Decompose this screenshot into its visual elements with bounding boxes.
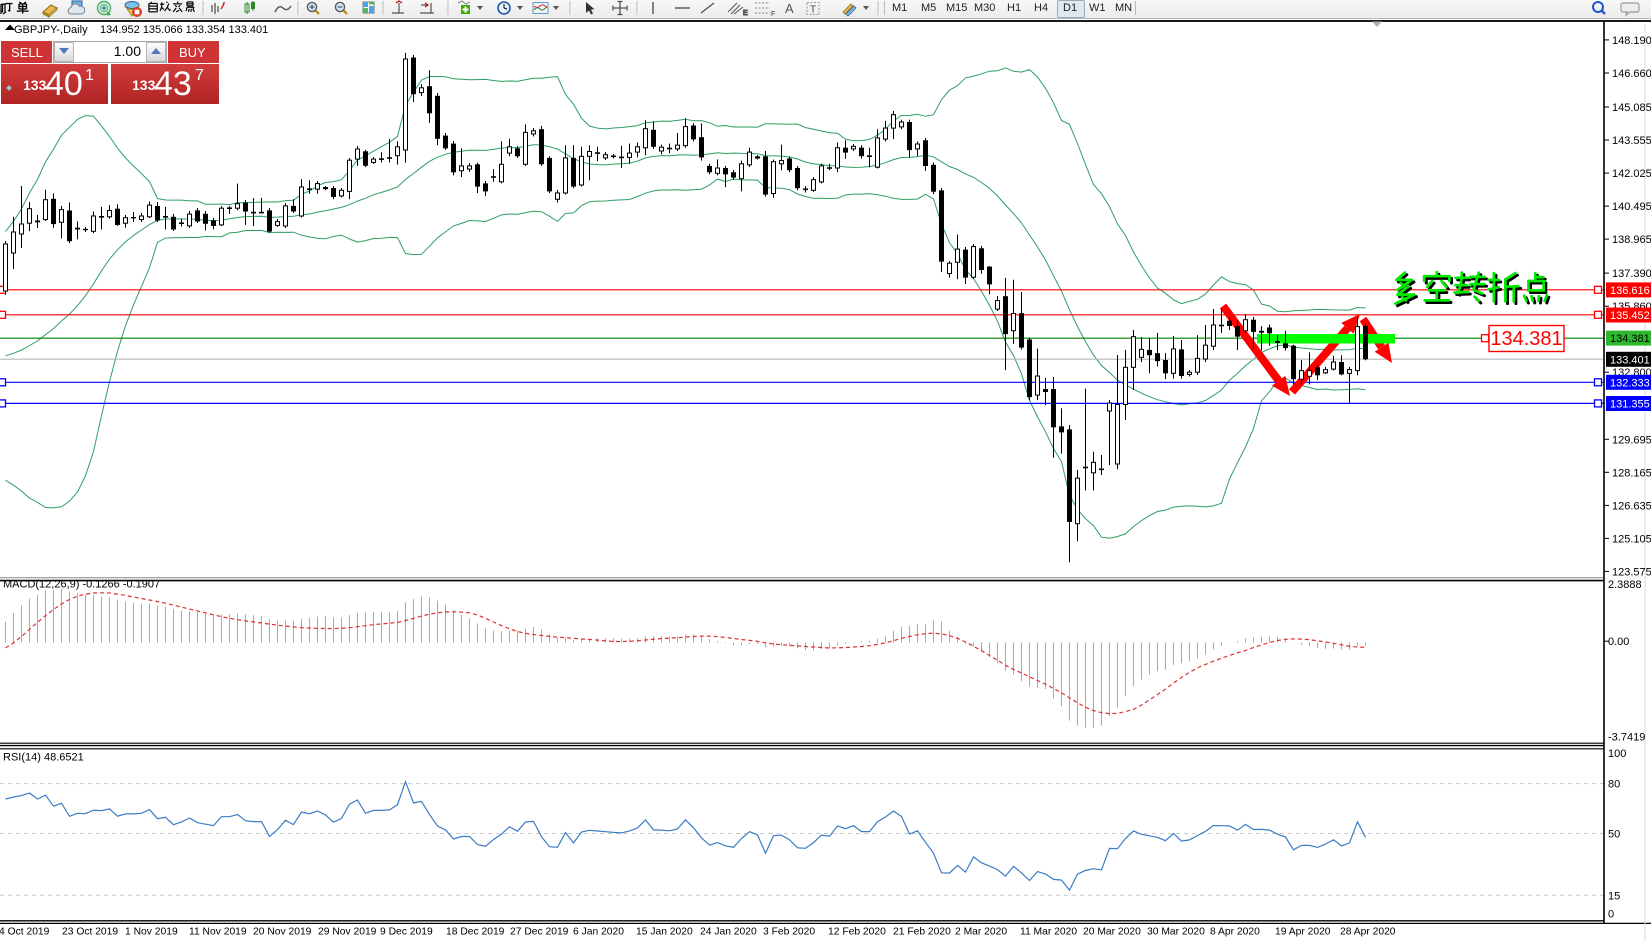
- svg-text:128.165: 128.165: [1612, 467, 1651, 479]
- svg-text:23 Oct 2019: 23 Oct 2019: [62, 927, 118, 938]
- svg-text:137.390: 137.390: [1612, 268, 1651, 280]
- svg-text:136.616: 136.616: [1610, 285, 1650, 297]
- svg-text:131.355: 131.355: [1610, 398, 1650, 410]
- svg-text:0: 0: [1608, 909, 1614, 921]
- svg-text:132.333: 132.333: [1610, 377, 1650, 389]
- svg-text:15 Jan 2020: 15 Jan 2020: [636, 927, 693, 938]
- svg-text:-3.7419: -3.7419: [1608, 732, 1645, 744]
- svg-text:11 Nov 2019: 11 Nov 2019: [189, 927, 247, 938]
- svg-text:50: 50: [1608, 829, 1620, 841]
- svg-text:12 Feb 2020: 12 Feb 2020: [828, 927, 886, 938]
- svg-text:145.085: 145.085: [1612, 102, 1651, 114]
- svg-text:2 Mar 2020: 2 Mar 2020: [955, 927, 1007, 938]
- svg-text:F: F: [771, 11, 775, 18]
- svg-text:100: 100: [1608, 748, 1626, 760]
- svg-text:9 Dec 2019: 9 Dec 2019: [380, 927, 433, 938]
- svg-text:148.190: 148.190: [1612, 35, 1651, 47]
- svg-text:123.575: 123.575: [1612, 566, 1651, 578]
- svg-text:2.3888: 2.3888: [1608, 579, 1642, 591]
- svg-text:129.695: 129.695: [1612, 434, 1651, 446]
- svg-text:E: E: [743, 10, 748, 17]
- svg-text:GBPJPY-,Daily: GBPJPY-,Daily: [14, 24, 88, 36]
- svg-text:8 Apr 2020: 8 Apr 2020: [1210, 927, 1260, 938]
- svg-text:11 Mar 2020: 11 Mar 2020: [1020, 927, 1077, 938]
- svg-text:146.660: 146.660: [1612, 68, 1651, 80]
- svg-text:28 Apr 2020: 28 Apr 2020: [1340, 927, 1396, 938]
- svg-text:126.635: 126.635: [1612, 500, 1651, 512]
- svg-text:20 Mar 2020: 20 Mar 2020: [1083, 927, 1141, 938]
- svg-text:80: 80: [1608, 779, 1620, 791]
- svg-text:0.00: 0.00: [1608, 636, 1629, 648]
- svg-text:134.381: 134.381: [1610, 333, 1650, 345]
- svg-text:4 Oct 2019: 4 Oct 2019: [0, 927, 50, 938]
- svg-text:6 Jan 2020: 6 Jan 2020: [573, 927, 624, 938]
- svg-text:A: A: [785, 1, 794, 16]
- svg-text:142.025: 142.025: [1612, 168, 1651, 180]
- svg-text:27 Dec 2019: 27 Dec 2019: [510, 927, 569, 938]
- svg-text:133.401: 133.401: [1610, 354, 1650, 366]
- svg-text:RSI(14) 48.6521: RSI(14) 48.6521: [3, 752, 84, 764]
- svg-text:138.965: 138.965: [1612, 234, 1651, 246]
- svg-text:21 Feb 2020: 21 Feb 2020: [893, 927, 951, 938]
- svg-text:29 Nov 2019: 29 Nov 2019: [318, 927, 377, 938]
- svg-text:143.555: 143.555: [1612, 135, 1651, 147]
- svg-text:125.105: 125.105: [1612, 533, 1651, 545]
- svg-text:140.495: 140.495: [1612, 201, 1651, 213]
- svg-text:134.381: 134.381: [1490, 328, 1562, 350]
- svg-text:MACD(12,26,9) -0.1266 -0.1907: MACD(12,26,9) -0.1266 -0.1907: [3, 579, 160, 591]
- svg-text:20 Nov 2019: 20 Nov 2019: [253, 927, 312, 938]
- svg-text:19 Apr 2020: 19 Apr 2020: [1275, 927, 1331, 938]
- svg-text:24 Jan 2020: 24 Jan 2020: [700, 927, 757, 938]
- svg-text:30 Mar 2020: 30 Mar 2020: [1147, 927, 1205, 938]
- svg-text:3 Feb 2020: 3 Feb 2020: [763, 927, 815, 938]
- svg-text:15: 15: [1608, 890, 1620, 902]
- svg-text:1 Nov 2019: 1 Nov 2019: [125, 927, 178, 938]
- svg-text:134.952 135.066 133.354 133.40: 134.952 135.066 133.354 133.401: [100, 24, 268, 36]
- svg-text:T: T: [810, 5, 816, 16]
- svg-text:18 Dec 2019: 18 Dec 2019: [446, 927, 505, 938]
- svg-text:135.452: 135.452: [1610, 310, 1650, 322]
